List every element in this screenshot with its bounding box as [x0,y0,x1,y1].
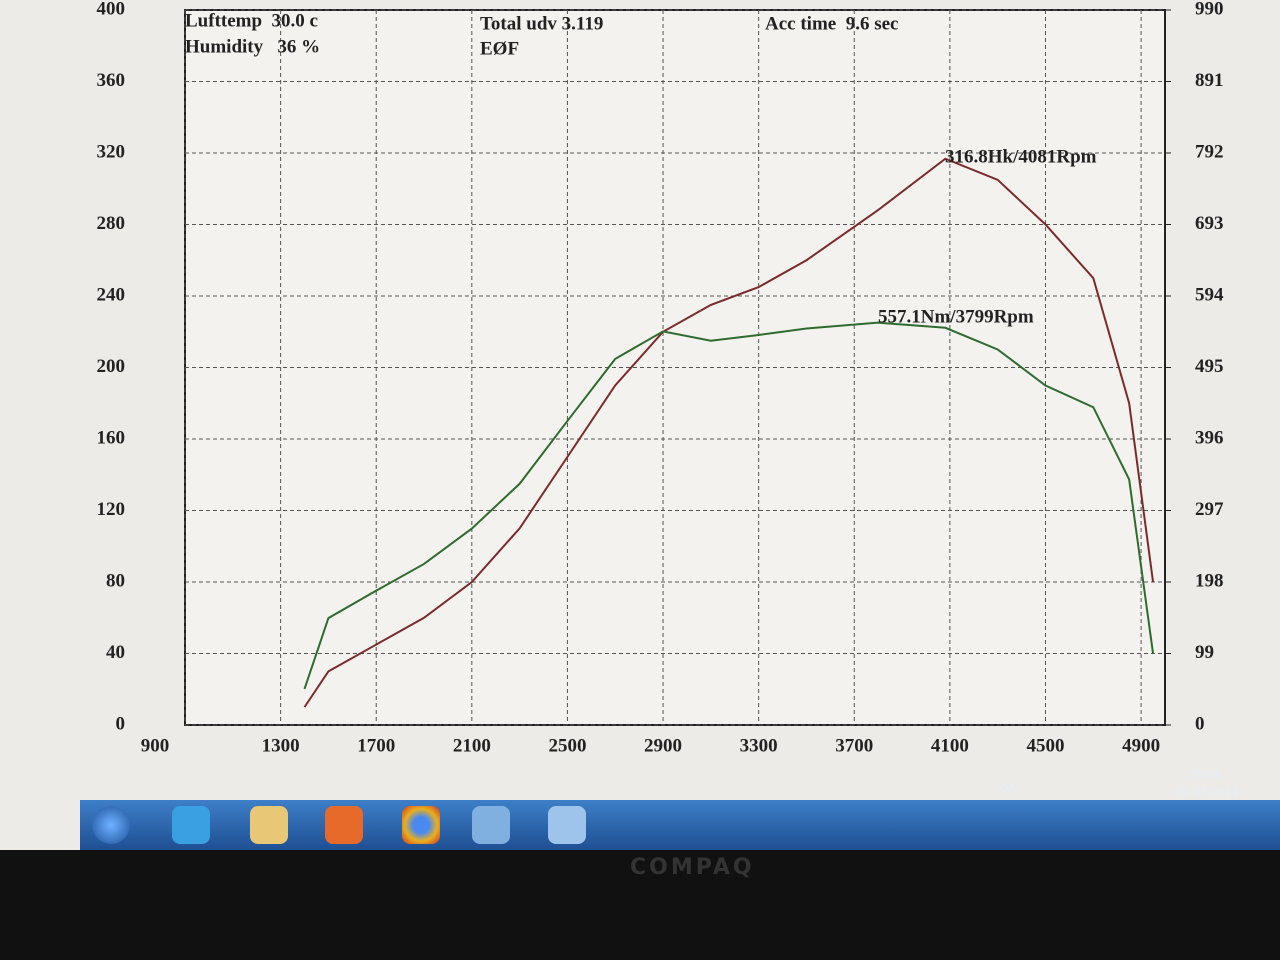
y2-tick-label: 99 [1195,642,1214,663]
x-tick-label: 900 [141,735,170,756]
chart: 0 40 80 120 160 200 240 280 320 360 400 0 99 198 297 39… [97,0,1225,756]
x-tick-label: 3300 [740,735,778,756]
series-line [303,157,1155,708]
x-tick-label: 4100 [931,735,969,756]
info-text: Acc time 9.6 sec [765,13,898,34]
y2-tick-label: 198 [1195,570,1224,591]
java-icon[interactable] [548,806,586,844]
y2-tick-label: 792 [1195,141,1224,162]
chrome-icon[interactable] [402,806,440,844]
y2-tick-label: 594 [1195,284,1224,305]
y-tick-label: 240 [97,284,126,305]
y-tick-label: 40 [106,642,125,663]
y2-tick-label: 891 [1195,70,1224,91]
bezel-brand: COMPAQ [630,855,755,880]
y2-tick-label: 297 [1195,499,1224,520]
y-tick-label: 200 [97,356,126,377]
dyno-app-icon[interactable] [472,806,510,844]
y-tick-label: 280 [97,213,126,234]
y-tick-label: 360 [97,70,126,91]
y-tick-label: 320 [97,141,126,162]
language[interactable]: DA [1000,782,1016,795]
x-tick-label: 2500 [548,735,586,756]
y-tick-label: 0 [116,713,126,734]
ie-icon[interactable] [172,806,210,844]
screen: 0 40 80 120 160 200 240 280 320 360 400 0 99 198 297 39… [0,0,1280,850]
x-tick-label: 4900 [1122,735,1160,756]
annotation: 316.8Hk/4081Rpm [945,146,1097,167]
series-line [303,321,1155,690]
y-tick-label: 80 [106,570,125,591]
start-button[interactable] [92,806,130,844]
annotation: 557.1Nm/3799Rpm [878,306,1034,327]
info-text: Lufttemp 30.0 c [185,10,318,31]
clock-time[interactable]: 20:06 [1190,768,1222,781]
y-tick-label: 400 [97,0,126,19]
x-tick-label: 4500 [1026,735,1064,756]
x-tick-label: 1300 [262,735,300,756]
x-tick-label: 1700 [357,735,395,756]
x-tick-label: 2100 [453,735,491,756]
info-text: Humidity 36 % [185,36,320,57]
y2-tick-label: 990 [1195,0,1224,19]
y2-tick-label: 693 [1195,213,1224,234]
y2-tick-label: 495 [1195,356,1224,377]
info-text: EØF [480,38,519,59]
y-tick-label: 160 [97,427,126,448]
y2-tick-label: 396 [1195,427,1224,448]
x-tick-label: 2900 [644,735,682,756]
y2-tick-label: 0 [1195,713,1205,734]
info-text: Total udv 3.119 [480,13,603,34]
media-icon[interactable] [325,806,363,844]
taskbar: DA 20:06 29-07-2014 [80,768,1280,850]
clock-date[interactable]: 29-07-2014 [1175,786,1239,799]
y-tick-label: 120 [97,499,126,520]
x-tick-label: 3700 [835,735,873,756]
explorer-icon[interactable] [250,806,288,844]
